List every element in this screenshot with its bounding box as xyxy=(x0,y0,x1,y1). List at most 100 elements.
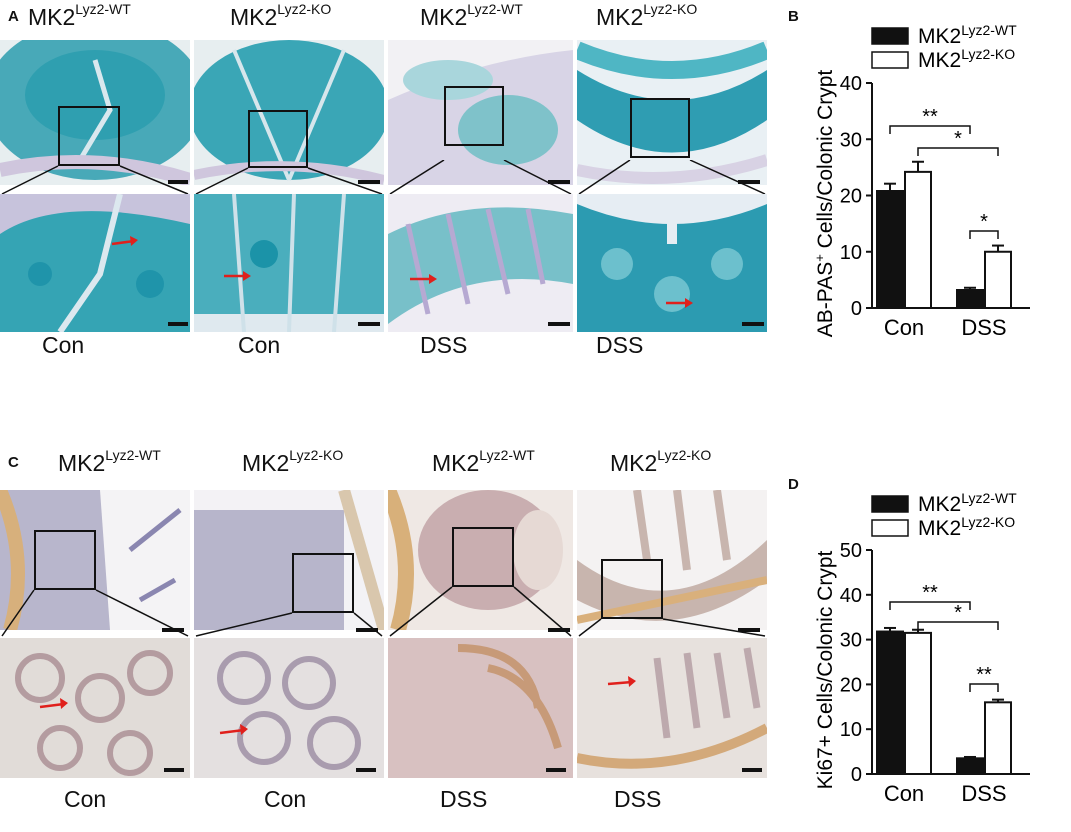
legend-label-sup: Lyz2-KO xyxy=(961,46,1015,62)
legend-swatch xyxy=(871,27,909,45)
panel-c-condition-label: DSS xyxy=(614,786,662,812)
y-tick-label: 50 xyxy=(840,540,862,562)
y-axis-label: Ki67+ Cells/Colonic Crypt xyxy=(814,550,837,789)
red-arrow-icon xyxy=(219,724,248,735)
legend-label-sup: Lyz2-KO xyxy=(961,514,1015,530)
bar xyxy=(956,289,984,309)
micrograph-a-zoom-1 xyxy=(0,194,190,332)
bar-chart-d: Ki67+ Cells/Colonic Crypt 0 10 20 30 40 50 Con D… xyxy=(814,490,1030,806)
bar xyxy=(904,631,932,775)
micrograph-c-overview-1 xyxy=(0,490,190,630)
significance-marker: * xyxy=(954,602,962,624)
panel-c-group-label: MK2Lyz2-KO xyxy=(242,447,344,476)
panel-c-condition-label: Con xyxy=(264,786,307,812)
scale-bar xyxy=(548,180,570,184)
y-tick-label: 20 xyxy=(840,674,862,696)
bar xyxy=(984,701,1012,776)
panel-c-condition-label: Con xyxy=(64,786,107,812)
significance-bracket xyxy=(917,147,999,156)
y-axis-label-main: AB-PAS xyxy=(814,262,837,337)
legend-label-base: MK2 xyxy=(918,49,961,72)
scale-bar xyxy=(358,322,380,326)
bar xyxy=(984,250,1012,309)
red-arrow-icon xyxy=(224,271,251,281)
panel-c-condition-label: DSS xyxy=(440,786,488,812)
legend-label-base: MK2 xyxy=(918,517,961,540)
micrograph-a-zoom-4 xyxy=(577,194,767,332)
legend-label-sup: Lyz2-WT xyxy=(961,490,1017,506)
panel-c-group-label: MK2Lyz2-WT xyxy=(58,447,161,476)
panel-a-group-label: MK2Lyz2-KO xyxy=(230,1,332,30)
y-axis-label-sup: + xyxy=(812,254,827,262)
scale-bar xyxy=(358,180,380,184)
y-tick-label: 40 xyxy=(840,585,862,607)
legend-label: MK2Lyz2-WT xyxy=(918,490,1017,516)
significance-marker: ** xyxy=(922,582,938,604)
micrograph-a-overview-1 xyxy=(0,40,190,185)
panel-a-condition-label: Con xyxy=(42,332,85,358)
significance-bracket xyxy=(969,230,999,239)
bar xyxy=(904,170,932,309)
x-tick-label: DSS xyxy=(961,781,1006,806)
legend-swatch xyxy=(871,51,909,69)
zoom-connector-lines xyxy=(1,160,766,195)
significance-marker: ** xyxy=(922,106,938,128)
micrograph-c-zoom-3 xyxy=(388,638,573,778)
scale-bar xyxy=(548,322,570,326)
micrograph-a-overview-4 xyxy=(577,40,767,185)
panel-c-group-label: MK2Lyz2-KO xyxy=(610,447,712,476)
panel-b-letter: B xyxy=(788,8,799,25)
bar xyxy=(956,757,984,776)
scale-bar xyxy=(742,322,764,326)
y-tick-label: 0 xyxy=(851,298,862,320)
y-tick-label: 0 xyxy=(851,764,862,786)
y-tick-label: 10 xyxy=(840,242,862,264)
significance-marker: * xyxy=(980,211,988,233)
scale-bar xyxy=(548,628,570,632)
y-axis-label-main: Ki67+ Cells/Colonic Crypt xyxy=(814,550,837,789)
significance-bracket xyxy=(889,125,971,134)
micrograph-c-zoom-1 xyxy=(0,638,190,778)
zoom-region-box xyxy=(248,110,308,168)
scale-bar xyxy=(356,768,376,772)
legend-label: MK2Lyz2-KO xyxy=(918,514,1015,540)
zoom-connector-lines xyxy=(1,586,766,637)
zoom-region-box xyxy=(444,86,504,146)
red-arrow-icon xyxy=(410,274,437,284)
significance-bracket xyxy=(969,683,999,692)
panel-c-group-label: MK2Lyz2-WT xyxy=(432,447,535,476)
y-tick-label: 30 xyxy=(840,129,862,151)
legend-swatch xyxy=(871,495,909,513)
panel-a-letter: A xyxy=(8,8,19,25)
significance-bracket xyxy=(889,601,971,610)
x-tick-label: Con xyxy=(884,315,924,340)
panel-a-condition-label: DSS xyxy=(596,332,644,358)
zoom-region-box xyxy=(630,98,690,158)
micrograph-c-overview-3 xyxy=(388,490,573,630)
scale-bar xyxy=(738,628,760,632)
zoom-region-box xyxy=(452,527,514,587)
micrograph-c-overview-4 xyxy=(577,490,767,630)
y-tick-label: 30 xyxy=(840,630,862,652)
legend-label-sup: Lyz2-WT xyxy=(961,22,1017,38)
red-arrow-icon xyxy=(39,698,68,709)
bar xyxy=(876,630,904,775)
scale-bar xyxy=(168,322,188,326)
scale-bar xyxy=(738,180,760,184)
zoom-region-box xyxy=(34,530,96,590)
y-axis-label-rest: Cells/Colonic Crypt xyxy=(814,70,837,255)
legend-label-base: MK2 xyxy=(918,25,961,48)
x-tick-label: DSS xyxy=(961,315,1006,340)
x-tick-label: Con xyxy=(884,781,924,806)
micrograph-c-zoom-2 xyxy=(194,638,384,778)
scale-bar xyxy=(164,768,184,772)
micrograph-a-zoom-2 xyxy=(194,194,384,332)
micrograph-c-zoom-4 xyxy=(577,638,767,778)
bar xyxy=(876,190,904,309)
legend-label: MK2Lyz2-WT xyxy=(918,22,1017,48)
panel-a-condition-label: Con xyxy=(238,332,281,358)
bar-chart-b: AB-PAS+ Cells/Colonic Crypt 0 10 20 30 40 Con D… xyxy=(812,22,1030,340)
y-tick-label: 20 xyxy=(840,186,862,208)
panel-a-group-label: MK2Lyz2-WT xyxy=(420,1,523,30)
y-tick-label: 40 xyxy=(840,73,862,95)
